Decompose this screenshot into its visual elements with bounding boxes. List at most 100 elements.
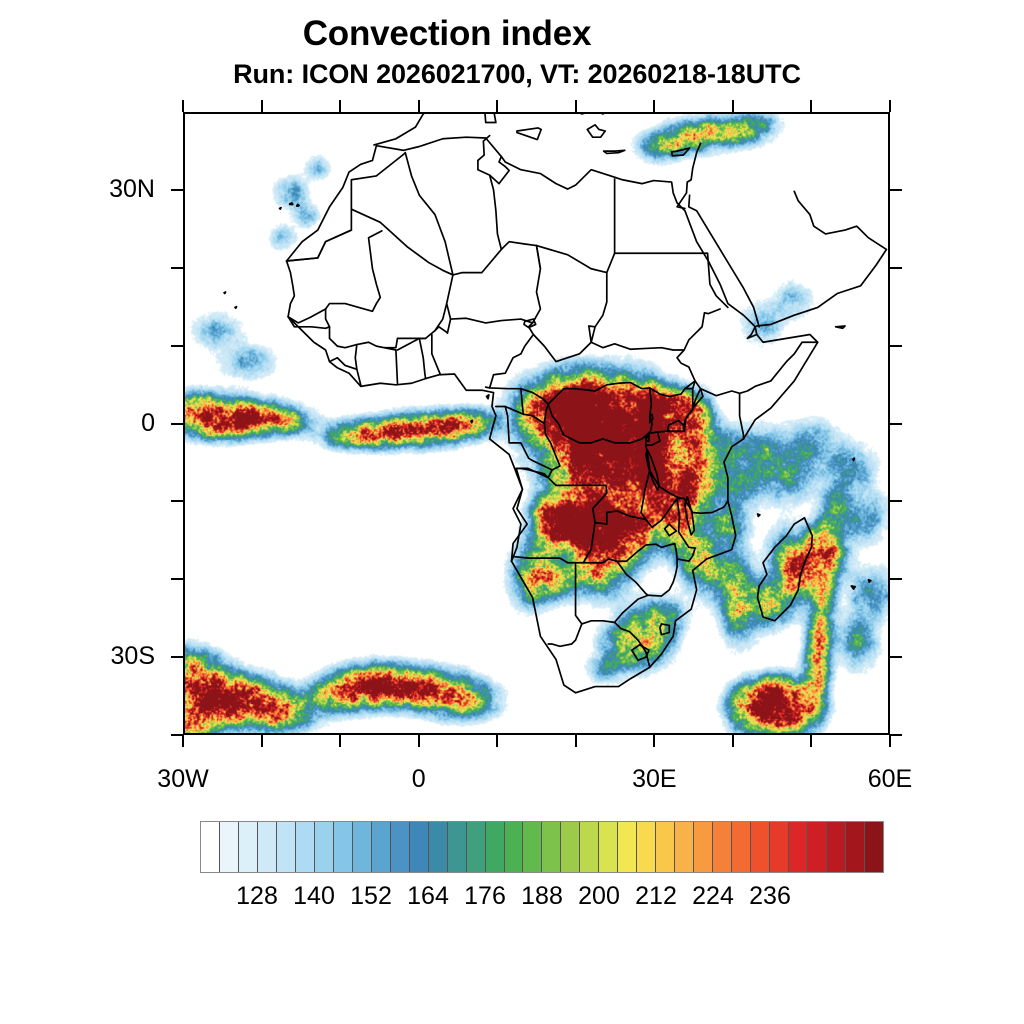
colorbar-cell-12 <box>428 822 448 872</box>
y-axis-label-0: 0 <box>141 408 155 437</box>
map-plot-area <box>183 112 890 735</box>
boundary-path-36 <box>285 229 353 262</box>
colorbar-label-152: 152 <box>350 882 392 910</box>
x-tick-1 <box>260 735 263 747</box>
boundary-path-33 <box>676 308 721 382</box>
colorbar-label-236: 236 <box>749 882 791 910</box>
boundary-path-26 <box>350 151 407 211</box>
country-borders-overlay <box>223 114 888 694</box>
y-tick-right-1 <box>890 266 902 269</box>
boundary-path-0 <box>285 136 819 694</box>
boundary-path-29 <box>488 155 511 185</box>
colorbar-cell-15 <box>485 822 505 872</box>
boundary-path-23 <box>834 325 846 330</box>
boundary-path-67 <box>640 469 685 529</box>
y-tick-3 <box>171 422 183 425</box>
boundary-path-22 <box>756 513 761 518</box>
boundary-path-16 <box>223 291 227 295</box>
y-tick-5 <box>171 578 183 581</box>
x-tick-0 <box>182 735 184 747</box>
boundary-path-51 <box>434 248 503 332</box>
boundary-path-37 <box>324 229 383 313</box>
title-block: Convection index Run: ICON 2026021700, V… <box>0 14 1024 91</box>
boundary-path-14 <box>278 206 282 211</box>
boundary-path-58 <box>520 387 546 425</box>
boundary-path-57 <box>547 403 650 444</box>
colorbar-cell-24 <box>656 822 676 872</box>
x-tick-top-4 <box>496 100 499 112</box>
x-tick-6 <box>653 735 656 747</box>
boundary-path-9 <box>484 114 497 124</box>
boundary-path-54 <box>535 244 542 270</box>
boundary-path-69 <box>510 542 696 564</box>
boundary-path-49 <box>446 317 535 389</box>
boundary-path-86 <box>666 419 686 433</box>
boundary-path-44 <box>383 325 449 349</box>
colorbar-cell-6 <box>314 822 334 872</box>
colorbar-cell-14 <box>466 822 486 872</box>
boundary-path-89 <box>663 523 678 537</box>
colorbar-cell-0 <box>201 822 220 872</box>
boundary-path-87 <box>645 433 650 443</box>
colorbar-cell-26 <box>694 822 714 872</box>
boundary-path-3 <box>586 123 607 139</box>
boundary-path-25 <box>350 208 454 276</box>
colorbar-cell-33 <box>826 822 846 872</box>
boundary-path-74 <box>547 623 583 648</box>
boundary-path-78 <box>630 643 650 662</box>
colorbar-cell-9 <box>371 822 391 872</box>
y-tick-right-0 <box>890 188 902 191</box>
boundary-path-71 <box>647 558 678 597</box>
boundary-path-88 <box>648 413 654 424</box>
boundary-path-12 <box>295 203 300 207</box>
x-tick-top-3 <box>417 100 420 112</box>
colorbar-cell-1 <box>219 822 239 872</box>
x-axis-label-0: 0 <box>411 765 426 793</box>
boundary-path-15 <box>234 305 238 310</box>
page-title: Convection index <box>302 14 592 53</box>
x-axis-label-30W: 30W <box>157 765 209 793</box>
boundary-path-82 <box>746 325 758 340</box>
page-subtitle: Run: ICON 2026021700, VT: 20260218-18UTC <box>233 59 801 89</box>
x-tick-5 <box>574 735 577 747</box>
x-tick-top-8 <box>810 100 813 112</box>
colorbar-cell-27 <box>713 822 733 872</box>
colorbar-cell-5 <box>295 822 315 872</box>
colorbar-cell-25 <box>675 822 695 872</box>
colorbar <box>200 821 884 873</box>
y-tick-right-2 <box>890 344 902 347</box>
boundary-path-21 <box>850 585 857 590</box>
colorbar-cell-4 <box>276 822 296 872</box>
boundary-path-35 <box>587 325 596 344</box>
colorbar-cell-13 <box>447 822 467 872</box>
boundary-path-45 <box>383 346 399 385</box>
boundary-path-11 <box>687 194 760 328</box>
x-tick-3 <box>417 735 420 747</box>
boundary-path-18 <box>485 394 490 400</box>
colorbar-cell-17 <box>523 822 543 872</box>
x-tick-top-6 <box>653 100 656 112</box>
y-tick-right-4 <box>890 500 902 503</box>
x-tick-top-7 <box>731 100 734 112</box>
colorbar-label-212: 212 <box>635 882 677 910</box>
x-axis-label-30E: 30E <box>632 765 677 793</box>
boundary-path-13 <box>288 202 294 206</box>
boundary-path-81 <box>738 392 745 440</box>
boundary-path-4 <box>602 149 626 155</box>
boundary-path-70 <box>616 560 650 597</box>
boundary-path-68 <box>676 497 696 549</box>
boundary-path-38 <box>287 308 327 324</box>
boundary-path-1 <box>756 517 814 622</box>
boundary-path-76 <box>510 467 524 563</box>
boundary-path-42 <box>354 343 362 386</box>
boundary-path-79 <box>659 623 671 636</box>
y-tick-1 <box>171 266 183 269</box>
x-tick-top-2 <box>339 100 342 112</box>
colorbar-cell-35 <box>864 822 883 872</box>
boundary-path-80 <box>694 341 819 397</box>
boundary-path-40 <box>324 308 331 328</box>
boundary-path-60 <box>504 405 553 471</box>
y-tick-right-7 <box>890 734 902 736</box>
x-tick-top-0 <box>182 100 184 112</box>
boundary-path-8 <box>516 127 543 141</box>
